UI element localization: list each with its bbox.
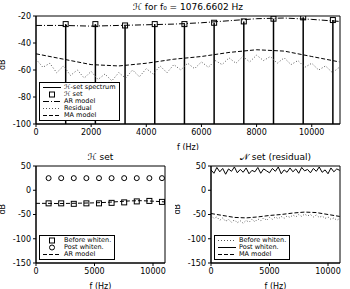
svg-text:8000: 8000 bbox=[246, 128, 266, 137]
svg-text:f (Hz): f (Hz) bbox=[177, 143, 199, 150]
svg-text:-50: -50 bbox=[18, 210, 31, 219]
svg-text:4000: 4000 bbox=[136, 128, 156, 137]
svg-text:-20: -20 bbox=[18, 12, 31, 21]
svg-text:-100: -100 bbox=[188, 235, 206, 244]
html-text:Before whiten.: Before whiten. bbox=[64, 236, 112, 244]
svg-text:-100: -100 bbox=[13, 235, 31, 244]
svg-text:-80: -80 bbox=[18, 93, 31, 102]
html-text:AR model: AR model bbox=[64, 97, 96, 105]
svg-text:50: 50 bbox=[21, 162, 31, 171]
svg-text:-60: -60 bbox=[18, 66, 31, 75]
svg-text:dB: dB bbox=[175, 204, 182, 215]
html-text:ℋ set: ℋ set bbox=[87, 152, 114, 162]
html-text:Post whiten.: Post whiten. bbox=[239, 243, 279, 251]
svg-text:-40: -40 bbox=[18, 39, 31, 48]
html-text:AR model: AR model bbox=[64, 250, 96, 258]
svg-text:0: 0 bbox=[26, 186, 31, 195]
svg-text:0: 0 bbox=[33, 128, 38, 137]
html-text:ℋ set: ℋ set bbox=[64, 90, 83, 98]
svg-text:-50: -50 bbox=[193, 210, 206, 219]
html-text:MA model: MA model bbox=[239, 250, 272, 258]
svg-text:5000: 5000 bbox=[259, 267, 279, 276]
svg-text:-100: -100 bbox=[13, 120, 31, 129]
svg-text:6000: 6000 bbox=[191, 128, 211, 137]
html-text:Residual: Residual bbox=[64, 104, 92, 112]
svg-text:f (Hz): f (Hz) bbox=[90, 282, 112, 289]
html-text:Before whiten.: Before whiten. bbox=[239, 236, 287, 244]
svg-text:10000: 10000 bbox=[140, 267, 165, 276]
html-text:MA model: MA model bbox=[64, 111, 97, 119]
svg-text:10000: 10000 bbox=[315, 267, 340, 276]
html-text:ℋ for f₀ = 1076.6602 Hz: ℋ for f₀ = 1076.6602 Hz bbox=[133, 2, 243, 12]
svg-text:50: 50 bbox=[196, 162, 206, 171]
html-text:𝒩 set (residual): 𝒩 set (residual) bbox=[239, 152, 312, 162]
svg-text:5000: 5000 bbox=[84, 267, 104, 276]
svg-text:0: 0 bbox=[201, 186, 206, 195]
html-text:Post whiten.: Post whiten. bbox=[64, 243, 104, 251]
svg-text:0: 0 bbox=[208, 267, 213, 276]
svg-text:f (Hz): f (Hz) bbox=[265, 282, 287, 289]
svg-text:10000: 10000 bbox=[299, 128, 324, 137]
svg-text:0: 0 bbox=[33, 267, 38, 276]
svg-text:-150: -150 bbox=[13, 259, 31, 268]
svg-text:-150: -150 bbox=[188, 259, 206, 268]
html-text:ℋ-set spectrum: ℋ-set spectrum bbox=[64, 83, 116, 91]
svg-text:2000: 2000 bbox=[81, 128, 101, 137]
